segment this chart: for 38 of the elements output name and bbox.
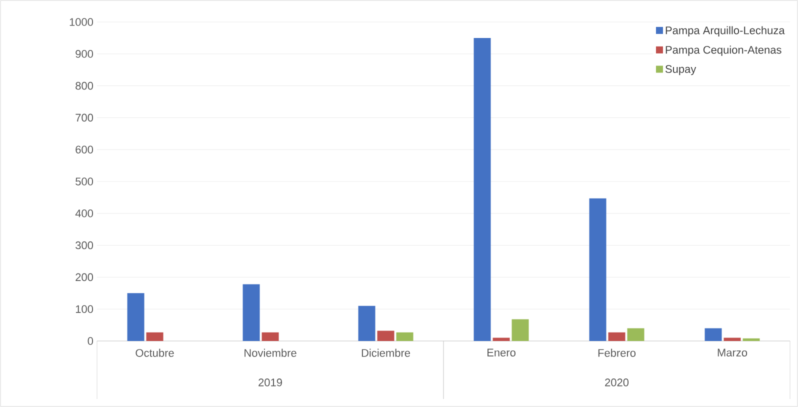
y-tick-label: 400: [75, 210, 94, 218]
bar: [358, 306, 376, 341]
x-tick-label: Febrero: [598, 348, 636, 357]
y-tick-label: 0: [88, 337, 94, 345]
bar: [742, 338, 760, 341]
bar: [474, 38, 491, 341]
y-tick-label: 1000: [70, 18, 94, 26]
x-tick-label: Marzo: [718, 348, 748, 356]
bar: [589, 198, 606, 341]
bar: [242, 284, 260, 341]
bar: [627, 328, 644, 341]
bar: [262, 332, 279, 341]
y-tick-label: 200: [76, 273, 94, 282]
y-tick-label: 600: [76, 146, 94, 154]
legend-label: Pampa Cequion-Atenas: [666, 46, 782, 56]
x-tick-label: Noviembre: [244, 348, 296, 357]
bar: [724, 338, 741, 341]
bar: [396, 332, 414, 341]
legend-label: Supay: [665, 65, 696, 76]
y-tick-label: 500: [76, 178, 94, 186]
y-tick-label: 700: [76, 114, 94, 122]
text: 2019: [258, 378, 282, 386]
y-tick-label: 900: [76, 50, 94, 58]
bar: [608, 332, 626, 341]
y-tick-label: 100: [76, 305, 94, 313]
bar: [512, 319, 529, 341]
x-tick-label: Diciembre: [362, 348, 410, 357]
text: 2020: [605, 378, 629, 386]
bar: [377, 330, 394, 341]
bar: [492, 338, 510, 341]
y-tick-label: 800: [76, 82, 94, 90]
y-tick-label: 300: [76, 241, 94, 250]
legend-label: Pampa Arquillo-Lechuza: [666, 26, 785, 36]
x-tick-label: Octubre: [136, 348, 174, 357]
bar: [127, 293, 144, 341]
bar: [704, 328, 722, 341]
x-tick-label: Enero: [487, 348, 516, 356]
bar: [146, 332, 164, 341]
